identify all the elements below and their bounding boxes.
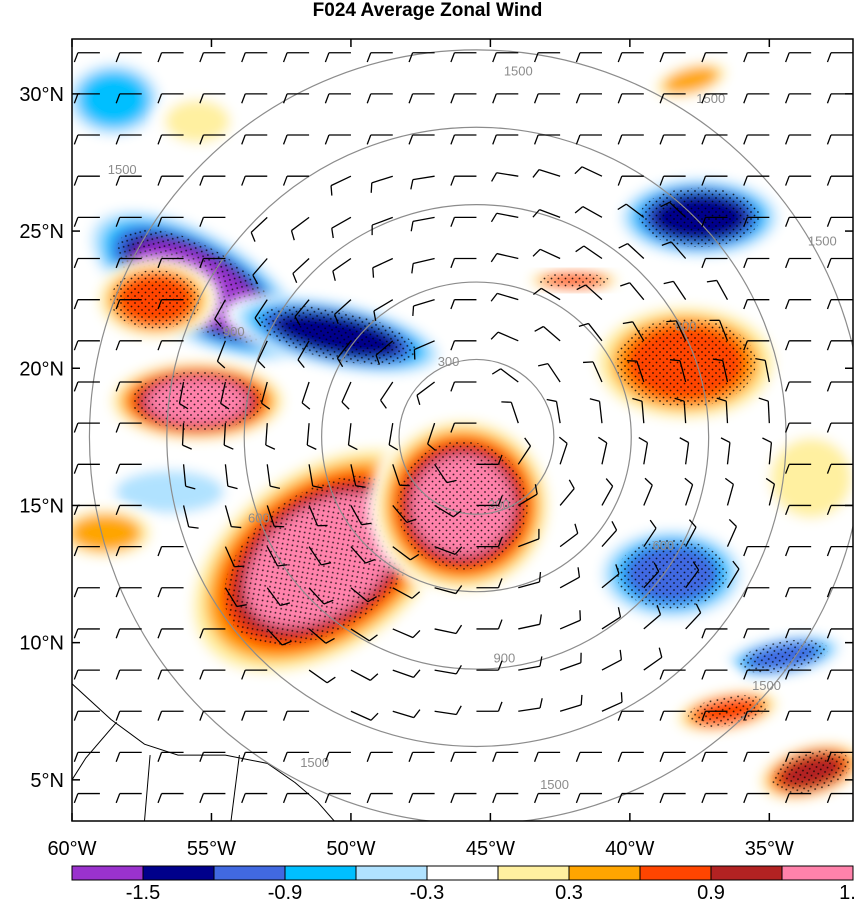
colorbar-swatch bbox=[569, 866, 640, 880]
range-ring-label: 1500 bbox=[504, 63, 533, 78]
lat-tick-label: 25°N bbox=[19, 221, 64, 243]
range-ring-label: 600 bbox=[652, 538, 674, 553]
lat-tick-label: 10°N bbox=[19, 633, 64, 655]
range-ring-label: 1500 bbox=[696, 91, 725, 106]
colorbar-swatch bbox=[498, 866, 569, 880]
colorbar-swatch bbox=[640, 866, 711, 880]
range-ring-label: 1500 bbox=[752, 678, 781, 693]
lat-tick-label: 5°N bbox=[30, 770, 64, 792]
colorbar-label: -0.9 bbox=[268, 882, 302, 900]
colorbar: -1.5 -0.9 -0.3 0.3 0.9 1.5 bbox=[72, 866, 855, 900]
lon-tick-label: 50°W bbox=[326, 838, 375, 860]
lon-tick-label: 45°W bbox=[466, 838, 515, 860]
significance-stipple bbox=[639, 188, 759, 247]
range-ring-label: 1500 bbox=[540, 777, 569, 792]
colorbar-swatch bbox=[782, 866, 853, 880]
colorbar-swatch bbox=[143, 866, 214, 880]
field-feature bbox=[51, 504, 160, 561]
colorbar-label: -1.5 bbox=[126, 882, 160, 900]
colorbar-label: 1.5 bbox=[839, 882, 855, 900]
colorbar-swatch bbox=[711, 866, 782, 880]
range-ring-label: 1500 bbox=[108, 162, 137, 177]
colorbar-label: 0.3 bbox=[555, 882, 583, 900]
field-feature bbox=[154, 93, 241, 150]
colorbar-label: 0.9 bbox=[697, 882, 725, 900]
colorbar-swatch bbox=[285, 866, 356, 880]
field-contour bbox=[326, 182, 544, 253]
lat-tick-label: 30°N bbox=[19, 84, 64, 106]
range-ring-label: 900 bbox=[493, 651, 515, 666]
range-ring-label: 300 bbox=[438, 354, 460, 369]
lat-tick-label: 20°N bbox=[19, 358, 64, 380]
colorbar-swatch bbox=[214, 866, 285, 880]
significance-stipple bbox=[539, 273, 609, 288]
range-ring-label: 900 bbox=[223, 324, 245, 339]
colorbar-swatch bbox=[72, 866, 143, 880]
field-contour bbox=[165, 100, 230, 143]
range-ring-label: 1500 bbox=[300, 755, 329, 770]
field-contour bbox=[78, 72, 149, 128]
lat-tick-label: 15°N bbox=[19, 495, 64, 517]
lon-tick-label: 60°W bbox=[47, 838, 96, 860]
field-feature bbox=[326, 182, 544, 253]
significance-stipple bbox=[132, 372, 263, 431]
colorbar-label: -0.3 bbox=[410, 882, 444, 900]
colorbar-swatch bbox=[356, 866, 427, 880]
lon-tick-label: 55°W bbox=[187, 838, 236, 860]
lon-tick-label: 40°W bbox=[605, 838, 654, 860]
lon-tick-label: 35°W bbox=[745, 838, 794, 860]
range-ring-label: 1500 bbox=[808, 233, 837, 248]
colorbar-swatch bbox=[427, 866, 498, 880]
